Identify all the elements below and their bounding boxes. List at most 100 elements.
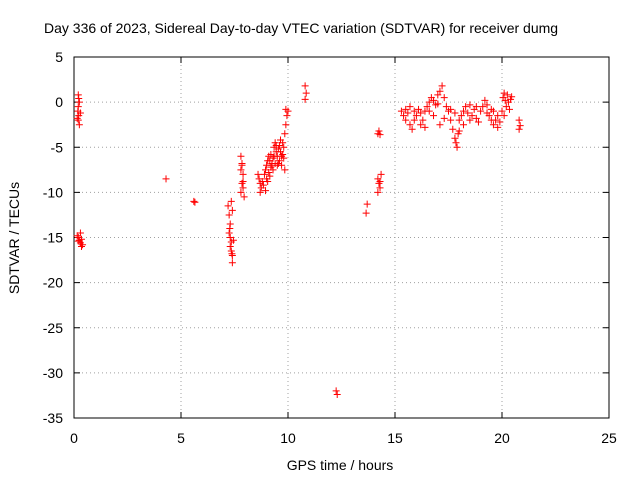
data-point [190, 197, 198, 205]
data-point [492, 116, 500, 124]
data-point [449, 125, 457, 133]
data-point [410, 107, 418, 115]
data-point [228, 250, 236, 258]
data-point [238, 161, 246, 169]
data-point [228, 259, 236, 267]
data-point [438, 82, 446, 90]
data-point [464, 109, 472, 117]
data-point [483, 109, 491, 117]
data-point [239, 184, 247, 192]
data-point [266, 172, 274, 180]
data-point [269, 166, 277, 174]
data-point [375, 179, 383, 187]
data-point [281, 130, 289, 138]
data-point [453, 143, 461, 151]
data-point [376, 184, 384, 192]
data-point [452, 139, 460, 147]
data-point [515, 116, 523, 124]
x-tick-label: 10 [280, 430, 296, 446]
data-point [498, 107, 506, 115]
data-point [404, 109, 412, 117]
data-point [237, 166, 245, 174]
data-point [417, 121, 425, 129]
data-point [376, 131, 384, 139]
data-point [238, 179, 246, 187]
data-point [278, 161, 286, 169]
data-point [410, 116, 418, 124]
data-point [76, 229, 84, 237]
data-point [423, 103, 431, 111]
data-point [447, 105, 455, 113]
data-point [477, 107, 485, 115]
data-point [430, 112, 438, 120]
data-point [277, 136, 285, 144]
data-point [73, 114, 81, 122]
data-point [451, 134, 459, 142]
data-point [494, 123, 502, 131]
data-point [402, 116, 410, 124]
x-axis-label: GPS time / hours [287, 457, 394, 473]
data-point [419, 116, 427, 124]
data-point [516, 122, 524, 130]
data-point [489, 121, 497, 129]
data-point [377, 170, 385, 178]
data-point [280, 154, 288, 162]
data-point [76, 109, 84, 117]
data-point [468, 112, 476, 120]
data-point [374, 188, 382, 196]
data-point [447, 116, 455, 124]
data-point [408, 125, 416, 133]
data-point [227, 197, 235, 205]
data-point [260, 170, 268, 178]
data-point [425, 107, 433, 115]
data-point [226, 243, 234, 251]
data-point [440, 114, 448, 122]
data-point [500, 89, 508, 97]
data-point [225, 229, 233, 237]
data-point [425, 98, 433, 106]
y-tick-label: -35 [43, 410, 63, 426]
x-tick-label: 15 [387, 430, 403, 446]
data-point [239, 170, 247, 178]
data-point [75, 121, 83, 129]
y-tick-label: -30 [43, 365, 63, 381]
data-point [74, 237, 82, 245]
data-point [162, 175, 170, 183]
data-point [481, 96, 489, 104]
x-tick-labels: 0 5 10 15 20 25 [70, 430, 617, 446]
axis-ticks [73, 56, 610, 419]
data-point [77, 235, 85, 243]
data-point [363, 200, 371, 208]
data-point [397, 107, 405, 115]
data-point [455, 127, 463, 135]
data-point [402, 105, 410, 113]
x-tick-label: 20 [494, 430, 510, 446]
data-point [274, 159, 282, 167]
data-point [282, 121, 290, 129]
data-point [228, 206, 236, 214]
data-point [268, 159, 276, 167]
data-point [451, 109, 459, 117]
data-point [79, 241, 87, 249]
x-tick-label: 25 [601, 430, 617, 446]
data-point [421, 123, 429, 131]
data-point [472, 114, 480, 122]
data-point [466, 116, 474, 124]
y-tick-label: -20 [43, 275, 63, 291]
data-point [272, 141, 280, 149]
data-point [417, 109, 425, 117]
y-axis-label: SDTVAR / TECUs [6, 182, 22, 294]
data-point [237, 152, 245, 160]
data-point [283, 112, 291, 120]
data-point [282, 105, 290, 113]
data-points [73, 82, 524, 399]
data-point [508, 93, 516, 101]
data-point [434, 100, 442, 108]
data-point [362, 209, 370, 217]
data-point [459, 107, 467, 115]
data-point [301, 95, 309, 103]
data-point [226, 224, 234, 232]
data-point [515, 125, 523, 133]
data-point [489, 107, 497, 115]
